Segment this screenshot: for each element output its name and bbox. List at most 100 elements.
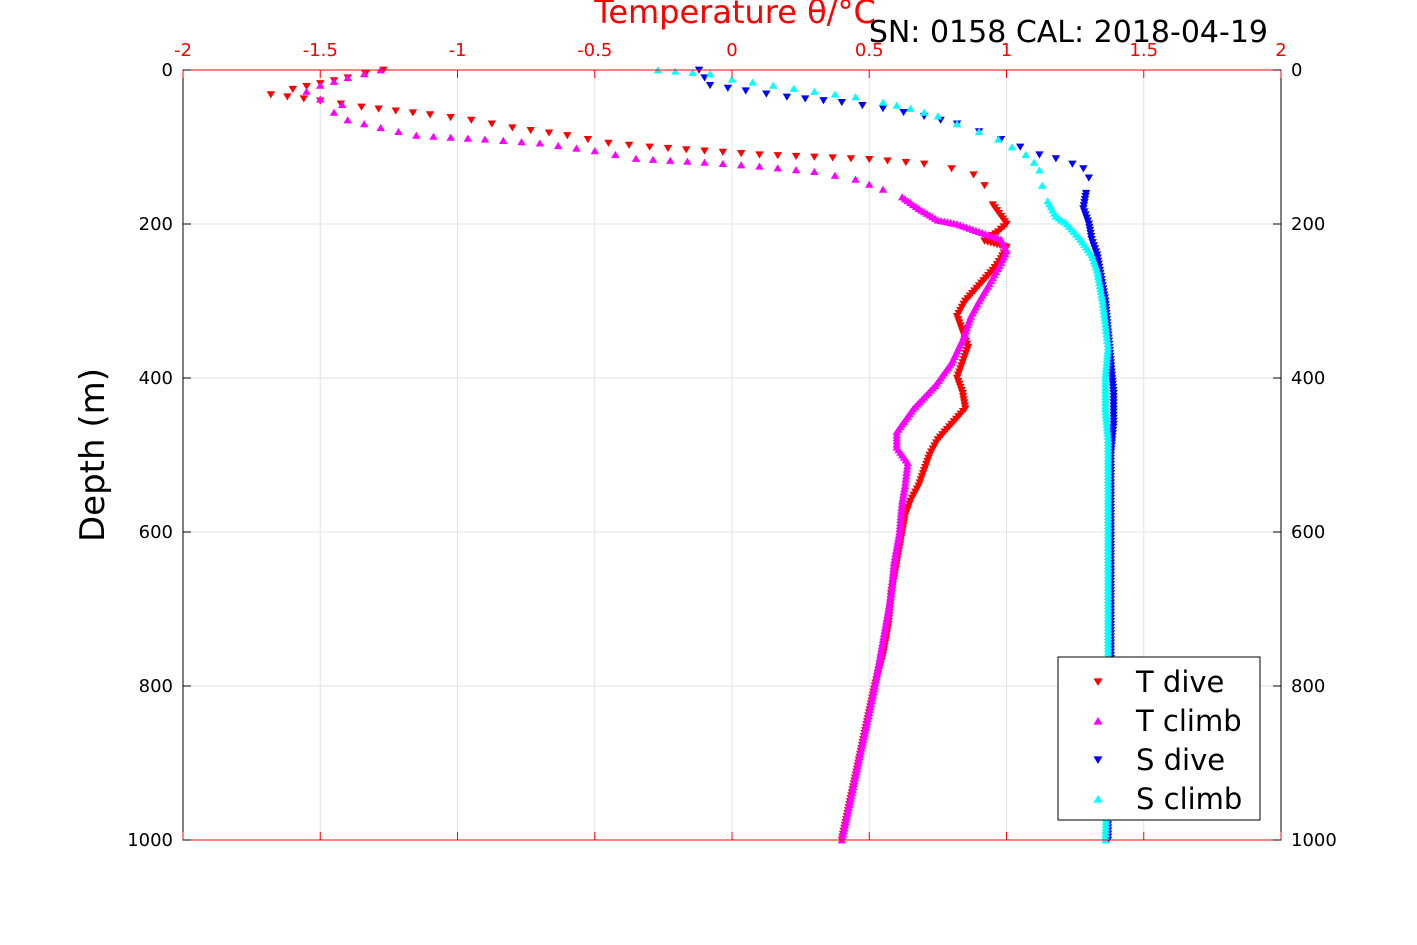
data-point (508, 124, 517, 132)
data-point (316, 95, 325, 103)
data-point (755, 151, 764, 159)
data-point (1101, 320, 1110, 328)
data-point (736, 150, 746, 158)
data-point (1103, 340, 1112, 348)
data-point (879, 632, 888, 641)
legend-label: S dive (1136, 743, 1225, 777)
data-point (868, 691, 878, 699)
data-point (869, 688, 878, 696)
data-point (535, 139, 545, 147)
data-point (893, 537, 902, 545)
data-point (859, 732, 869, 740)
data-point (429, 132, 438, 140)
data-point (299, 95, 308, 103)
data-point (894, 531, 904, 539)
data-point (890, 552, 900, 560)
data-point (849, 779, 859, 788)
data-point (873, 663, 883, 671)
data-point (873, 666, 882, 674)
legend-marker (1093, 678, 1103, 687)
legend-label: T dive (1135, 665, 1224, 699)
y-tick-label-right: 1000 (1291, 830, 1337, 851)
data-point (878, 98, 888, 106)
data-point (880, 623, 890, 631)
data-point (727, 75, 737, 83)
data-point (874, 657, 884, 665)
data-point (283, 93, 292, 101)
data-point (878, 105, 888, 113)
y-tick-label-right: 600 (1291, 522, 1325, 543)
data-point (877, 642, 887, 650)
data-point (718, 159, 728, 168)
data-point (837, 98, 846, 107)
data-point (901, 478, 910, 486)
data-point (810, 153, 819, 161)
data-point (994, 135, 1003, 143)
data-point (885, 595, 895, 604)
data-point (849, 782, 858, 791)
data-point (871, 679, 880, 687)
data-point (899, 491, 908, 499)
legend-marker (1093, 794, 1103, 803)
data-point (900, 482, 910, 490)
data-point (544, 129, 554, 137)
y-tick-label-left: 200 (139, 214, 173, 235)
data-point (861, 726, 870, 734)
data-point (847, 791, 856, 799)
data-point (856, 747, 866, 755)
data-point (517, 138, 526, 146)
data-point (1097, 291, 1106, 299)
data-point (394, 127, 403, 135)
x-tick-label: -1.5 (303, 40, 338, 61)
data-point (705, 70, 715, 78)
data-point (901, 159, 911, 167)
data-point (1102, 330, 1111, 338)
data-point (666, 156, 675, 164)
data-point (858, 102, 867, 110)
data-point (526, 126, 535, 135)
data-point (1051, 155, 1061, 163)
data-point (773, 164, 782, 172)
data-point (891, 546, 901, 554)
data-point (316, 81, 325, 89)
data-point (329, 108, 339, 116)
data-point (1035, 166, 1044, 174)
data-point (893, 540, 902, 548)
data-point (830, 90, 840, 98)
data-point (773, 152, 782, 160)
data-point (838, 830, 848, 838)
data-point (1096, 287, 1106, 296)
data-point (854, 759, 863, 767)
data-point (900, 485, 909, 493)
data-point (901, 475, 910, 483)
data-point (865, 155, 874, 164)
data-point (700, 158, 709, 166)
data-point (846, 794, 855, 802)
data-point (590, 147, 599, 155)
data-point (919, 108, 929, 116)
data-point (855, 753, 864, 761)
y-tick-label-right: 0 (1291, 60, 1302, 81)
data-point (1100, 313, 1109, 321)
data-point (1098, 300, 1108, 308)
data-point (343, 116, 352, 124)
data-point (906, 104, 915, 112)
data-point (819, 97, 828, 105)
data-point (688, 68, 697, 76)
data-point (872, 669, 882, 678)
data-point (583, 135, 593, 144)
data-point (1093, 272, 1103, 280)
data-point (359, 120, 369, 128)
data-point (884, 605, 893, 613)
data-point (1007, 143, 1017, 151)
data-point (782, 93, 792, 101)
data-point (718, 148, 728, 156)
data-point (1079, 165, 1088, 173)
data-point (880, 626, 889, 634)
x-tick-label: 1.5 (1129, 40, 1158, 61)
data-point (499, 136, 508, 144)
data-point (572, 144, 581, 152)
data-point (288, 85, 297, 94)
data-point (791, 152, 801, 161)
data-point (852, 765, 862, 773)
